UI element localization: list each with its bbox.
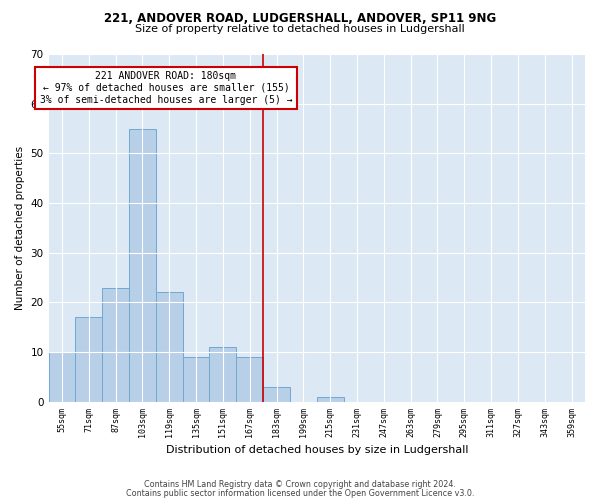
Bar [263,387,290,402]
Bar [129,128,156,402]
Bar [317,397,344,402]
Bar [156,292,182,402]
Text: Size of property relative to detached houses in Ludgershall: Size of property relative to detached ho… [135,24,465,34]
Text: Contains public sector information licensed under the Open Government Licence v3: Contains public sector information licen… [126,488,474,498]
Bar [76,318,102,402]
Bar [102,288,129,402]
Text: 221, ANDOVER ROAD, LUDGERSHALL, ANDOVER, SP11 9NG: 221, ANDOVER ROAD, LUDGERSHALL, ANDOVER,… [104,12,496,26]
X-axis label: Distribution of detached houses by size in Ludgershall: Distribution of detached houses by size … [166,445,468,455]
Bar [236,357,263,402]
Text: 221 ANDOVER ROAD: 180sqm
← 97% of detached houses are smaller (155)
3% of semi-d: 221 ANDOVER ROAD: 180sqm ← 97% of detach… [40,72,292,104]
Text: Contains HM Land Registry data © Crown copyright and database right 2024.: Contains HM Land Registry data © Crown c… [144,480,456,489]
Bar [49,352,76,402]
Bar [182,357,209,402]
Y-axis label: Number of detached properties: Number of detached properties [15,146,25,310]
Bar [209,347,236,402]
